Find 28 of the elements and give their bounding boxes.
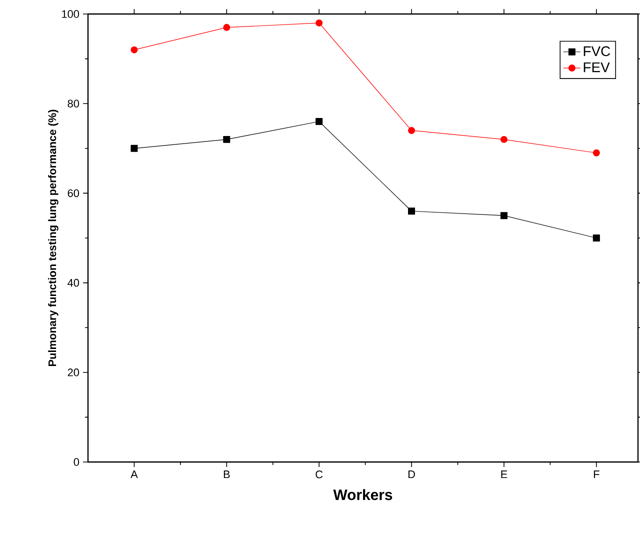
point: [316, 118, 323, 126]
y-axis-title: Pulmonary function testing lung performance (%): [48, 110, 58, 366]
y-tick-label: 80: [68, 100, 80, 108]
point: [408, 126, 416, 134]
x-axis-title: Workers: [333, 489, 392, 500]
legend-label: FEV: [584, 62, 610, 72]
point: [316, 19, 323, 26]
x-tick-label: C: [316, 470, 323, 478]
y-tick-label: 20: [68, 368, 80, 376]
point: [223, 136, 230, 143]
point: [130, 46, 138, 54]
x-tick-label: A: [130, 470, 138, 478]
y-tick-label: 60: [68, 189, 80, 198]
y-tick-label: 40: [68, 278, 80, 287]
y-tick-label: 0: [74, 458, 80, 466]
point: [592, 149, 600, 156]
point: [500, 136, 508, 143]
x-tick-label: B: [224, 470, 230, 478]
y-tick-label: 100: [62, 10, 80, 18]
point: [223, 24, 230, 31]
point: [500, 212, 508, 220]
point: [592, 234, 600, 242]
x-tick-label: E: [501, 470, 508, 478]
x-tick-label: F: [594, 470, 600, 478]
legend-label: FVC: [584, 46, 610, 56]
point: [408, 208, 416, 215]
x-tick-label: D: [408, 470, 415, 478]
point: [130, 144, 138, 152]
